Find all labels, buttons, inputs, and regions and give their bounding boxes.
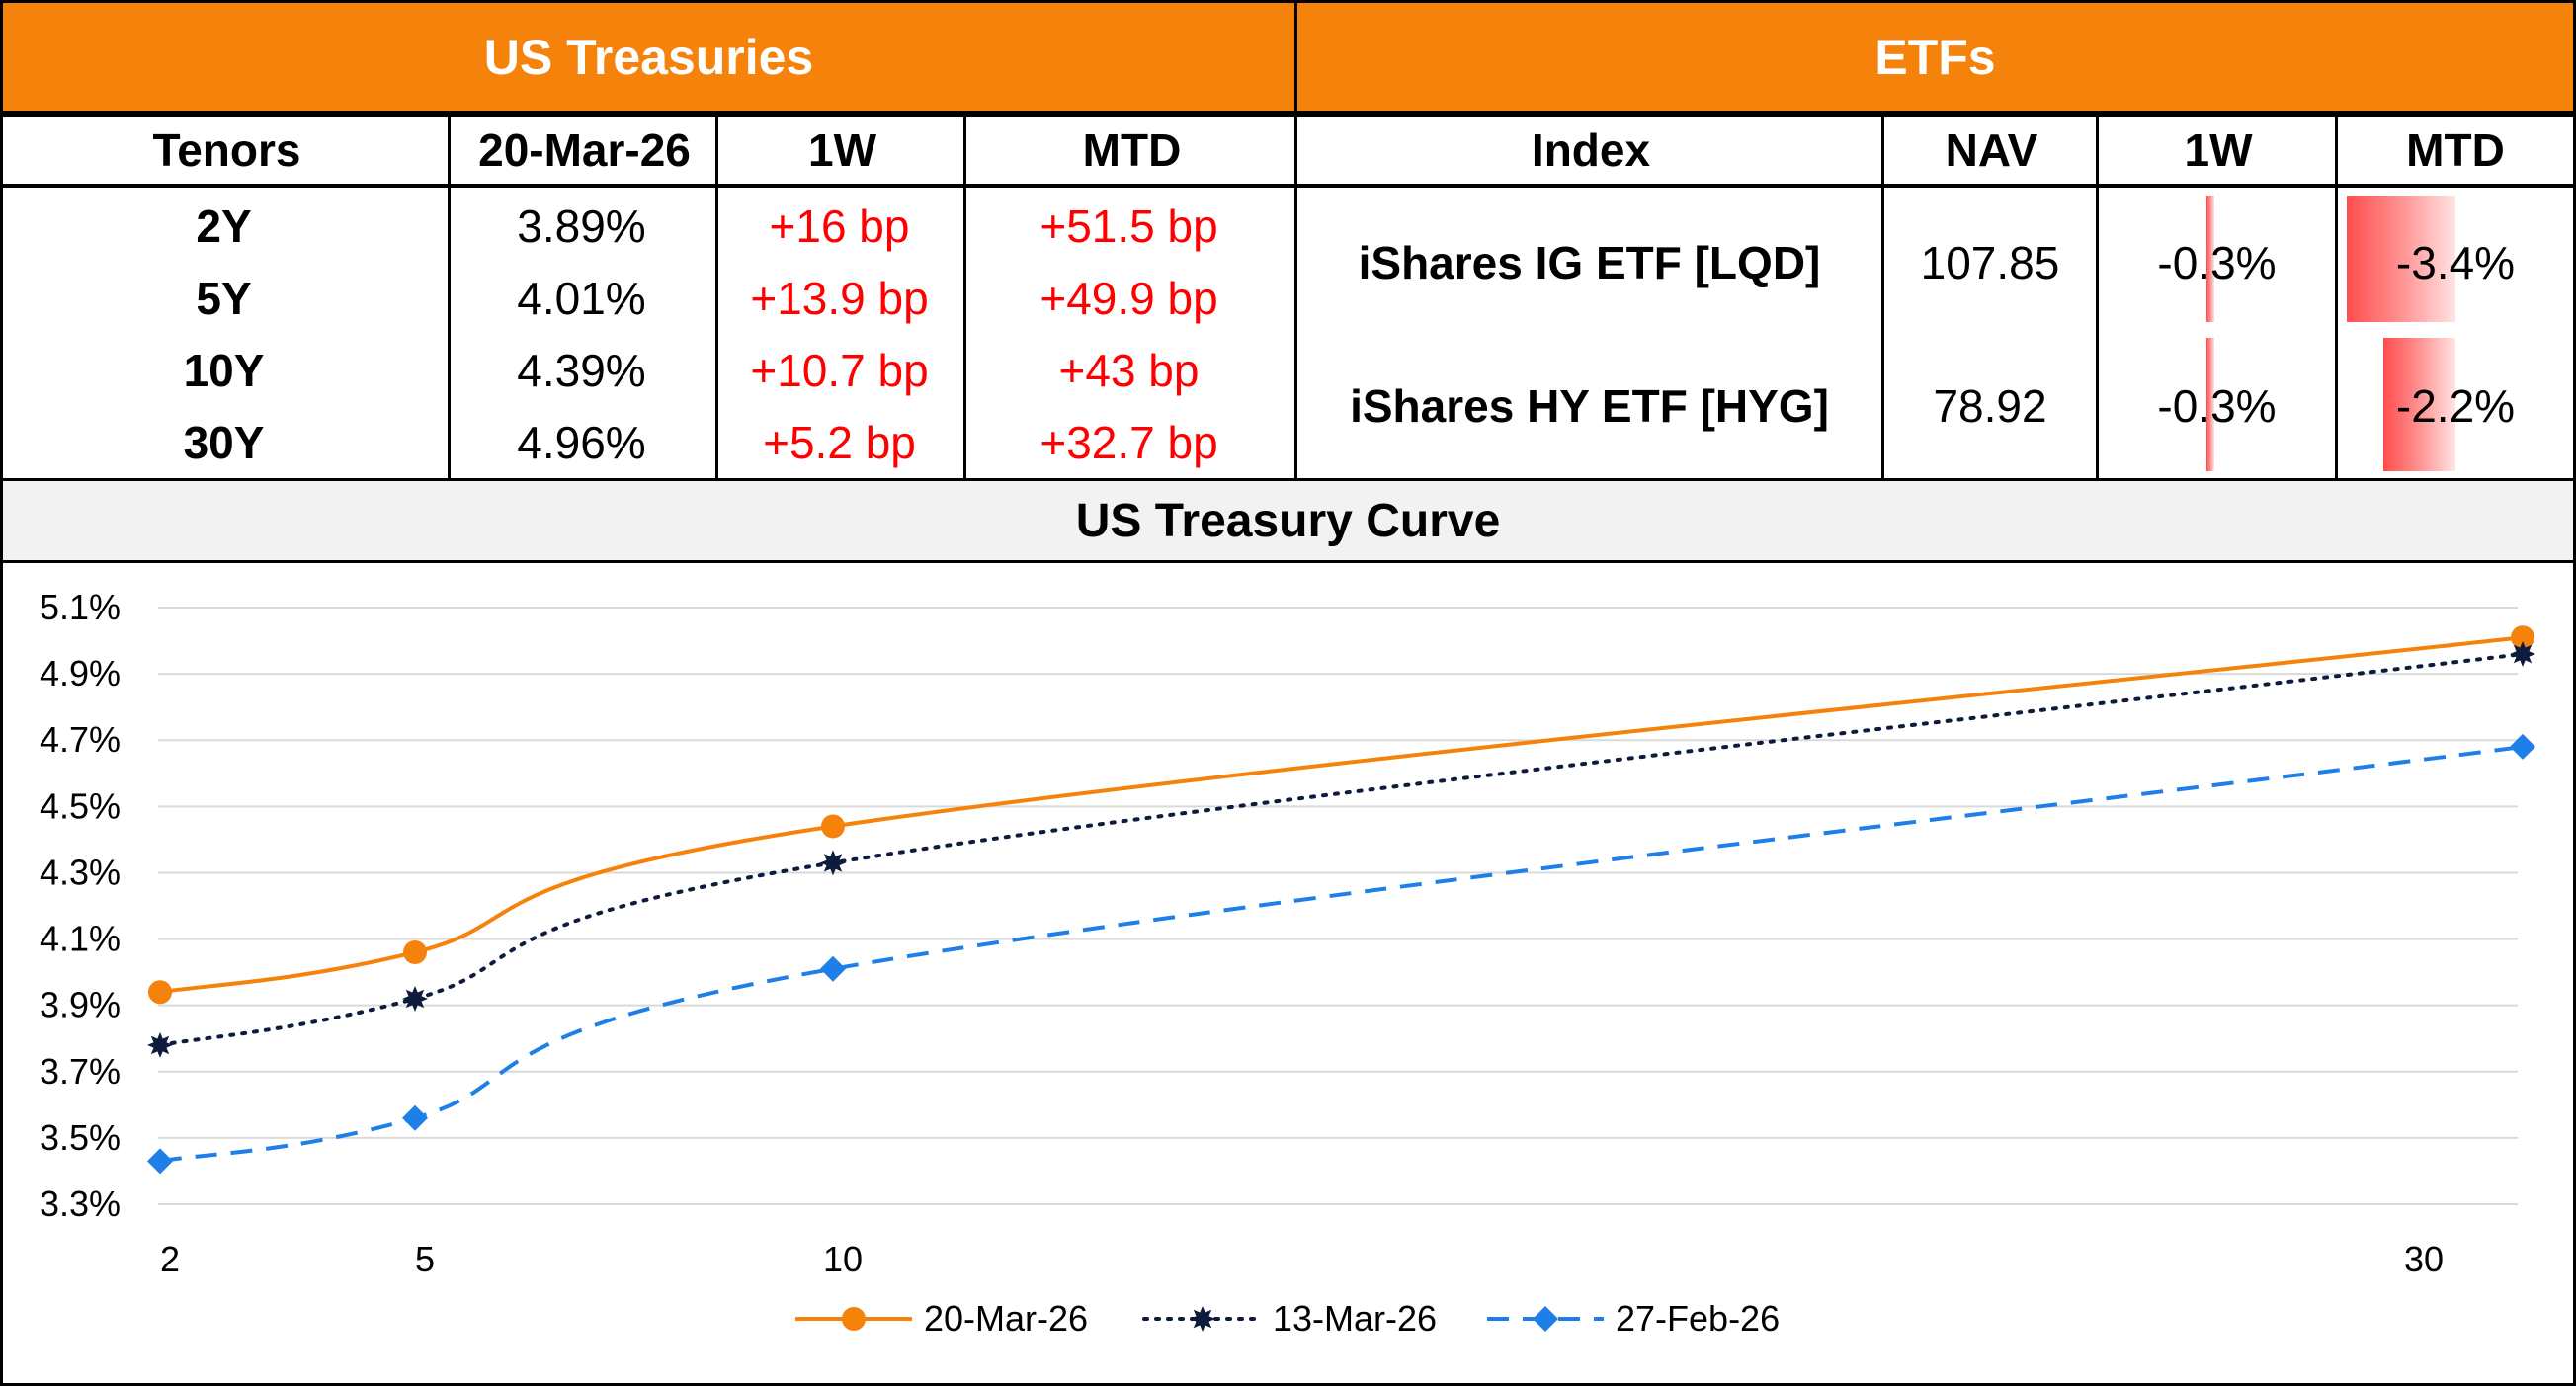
col-header-mtd: MTD xyxy=(963,114,1297,188)
legend-marker xyxy=(1533,1306,1558,1332)
legend-label: 20-Mar-26 xyxy=(924,1298,1088,1339)
tenor-label: 30Y xyxy=(183,416,265,468)
etf-change-1w: -0.3% xyxy=(2157,236,2277,288)
legend-marker xyxy=(1190,1306,1215,1332)
etf-change-mtd: -3.4% xyxy=(2395,236,2516,288)
yield-value: 4.96% xyxy=(517,416,646,468)
etf-change-mtd: -2.2% xyxy=(2395,380,2516,432)
col-header-etf-mtd: MTD xyxy=(2335,114,2576,188)
data-point-13-Mar-26 xyxy=(820,850,846,876)
data-point-13-Mar-26 xyxy=(2510,641,2535,667)
legend-label: 27-Feb-26 xyxy=(1616,1298,1780,1339)
col-header-tenors: Tenors xyxy=(0,114,451,188)
data-point-20-Mar-26 xyxy=(2511,625,2534,650)
us-treasuries-header: US Treasuries xyxy=(0,0,1297,114)
change-mtd: +51.5 bp xyxy=(1039,201,1218,252)
etf-index-name: iShares IG ETF [LQD] xyxy=(1358,236,1821,288)
x-tick-label: 5 xyxy=(415,1239,435,1279)
data-point-20-Mar-26 xyxy=(148,980,172,1005)
y-tick-label: 4.5% xyxy=(40,785,121,826)
etf-change-1w: -0.3% xyxy=(2157,380,2277,432)
data-point-20-Mar-26 xyxy=(821,814,845,839)
data-point-20-Mar-26 xyxy=(403,939,427,964)
change-1w: +10.7 bp xyxy=(750,344,929,396)
x-tick-label: 10 xyxy=(823,1239,863,1279)
data-point-27-Feb-26 xyxy=(402,1104,428,1131)
y-tick-label: 4.3% xyxy=(40,852,121,892)
y-tick-label: 3.7% xyxy=(40,1051,121,1092)
change-mtd: +32.7 bp xyxy=(1039,416,1218,468)
data-point-13-Mar-26 xyxy=(147,1031,173,1058)
tenor-label: 10Y xyxy=(183,344,265,396)
data-point-27-Feb-26 xyxy=(2510,733,2535,760)
x-tick-label: 30 xyxy=(2404,1239,2444,1279)
etf-nav: 78.92 xyxy=(1933,380,2047,432)
tenor-label: 2Y xyxy=(196,201,252,252)
x-tick-label: 2 xyxy=(160,1239,180,1279)
series-line-13-Mar-26 xyxy=(158,651,2525,1047)
y-tick-label: 3.5% xyxy=(40,1117,121,1158)
col-header-date: 20-Mar-26 xyxy=(448,114,718,188)
data-point-27-Feb-26 xyxy=(820,955,846,982)
data-point-13-Mar-26 xyxy=(402,986,428,1012)
y-tick-label: 3.3% xyxy=(40,1183,121,1224)
y-tick-label: 3.9% xyxy=(40,985,121,1025)
change-mtd: +43 bp xyxy=(1058,344,1200,396)
change-1w: +13.9 bp xyxy=(750,272,929,324)
y-tick-label: 5.1% xyxy=(40,587,121,627)
col-header-1w: 1W xyxy=(715,114,966,188)
etf-index-name: iShares HY ETF [HYG] xyxy=(1350,380,1829,432)
hyg-1w-bar xyxy=(2206,338,2214,471)
etf-nav: 107.85 xyxy=(1920,236,2060,288)
yield-value: 3.89% xyxy=(517,201,646,252)
etfs-header: ETFs xyxy=(1294,0,2576,114)
yield-value: 4.39% xyxy=(517,344,646,396)
change-mtd: +49.9 bp xyxy=(1039,272,1218,324)
y-tick-label: 4.9% xyxy=(40,653,121,693)
chart-title: US Treasury Curve xyxy=(0,481,2576,560)
yield-value: 4.01% xyxy=(517,272,646,324)
col-header-etf-1w: 1W xyxy=(2096,114,2338,188)
data-point-27-Feb-26 xyxy=(147,1148,173,1175)
col-header-index: Index xyxy=(1294,114,1884,188)
legend-marker xyxy=(842,1307,866,1331)
change-1w: +5.2 bp xyxy=(763,416,916,468)
change-1w: +16 bp xyxy=(769,201,910,252)
treasury-curve-chart: 3.3% 3.5% 3.7% 3.9% 4.1% 4.3% 4.5% 4.7% 4.9% 5.1%… xyxy=(40,587,2535,1339)
col-header-nav: NAV xyxy=(1881,114,2099,188)
hyg-mtd-bar xyxy=(2383,338,2455,471)
y-tick-label: 4.1% xyxy=(40,919,121,959)
y-tick-label: 4.7% xyxy=(40,719,121,760)
legend-label: 13-Mar-26 xyxy=(1273,1298,1437,1339)
tenor-label: 5Y xyxy=(196,272,252,324)
lqd-mtd-bar xyxy=(2347,196,2455,322)
series-line-27-Feb-26 xyxy=(159,744,2524,1164)
lqd-1w-bar xyxy=(2206,196,2214,322)
